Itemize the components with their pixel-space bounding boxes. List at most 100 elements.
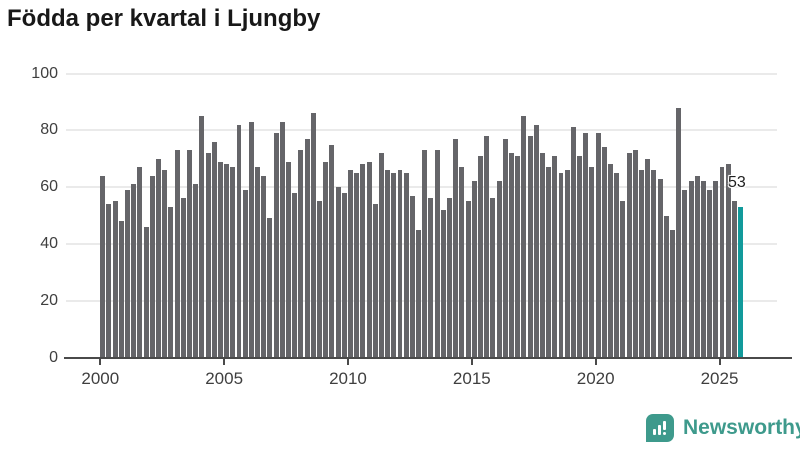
bar [298, 150, 304, 358]
x-axis-label: 2005 [205, 369, 244, 388]
bar [478, 155, 483, 358]
gridline [66, 299, 777, 302]
bar [211, 141, 217, 358]
bar [230, 167, 236, 358]
gridline [66, 186, 777, 189]
bar [669, 229, 675, 358]
bar [657, 178, 663, 358]
y-axis-label: 80 [40, 121, 58, 139]
y-axis-label: 20 [40, 291, 58, 309]
bar [143, 226, 149, 358]
bar [620, 201, 626, 358]
bar [564, 170, 570, 358]
bar [595, 133, 601, 358]
bar [391, 172, 397, 358]
bar [193, 184, 199, 358]
y-axis-label: 0 [49, 348, 58, 366]
newsworthy-logo-text: Newsworthy [683, 416, 800, 439]
bar [286, 161, 291, 358]
gridline [66, 242, 777, 245]
x-axis-tick [99, 358, 102, 365]
bar [317, 201, 322, 358]
bar [546, 167, 552, 358]
bar [279, 121, 285, 358]
bar [725, 164, 731, 358]
bar [242, 189, 248, 358]
bar [484, 135, 490, 358]
bar [422, 150, 428, 358]
x-axis-label: 2015 [452, 369, 491, 388]
y-axis-label: 100 [31, 64, 58, 82]
y-axis-label: 40 [40, 234, 58, 252]
bar [162, 170, 168, 358]
x-axis-tick [223, 358, 226, 365]
bar [459, 167, 465, 358]
x-axis-line [64, 356, 792, 359]
gridline [66, 72, 777, 75]
bar [310, 113, 316, 358]
bar [360, 164, 366, 358]
bar [366, 161, 372, 358]
bar [329, 144, 335, 358]
bar [186, 150, 192, 358]
bar [168, 206, 174, 358]
bar [521, 116, 527, 358]
bar [224, 164, 230, 358]
bar [639, 170, 644, 358]
bar [341, 192, 347, 358]
highlighted-bar [738, 206, 744, 358]
bar [682, 189, 688, 358]
bar [347, 170, 353, 358]
bar [614, 172, 620, 358]
bar [199, 116, 205, 358]
bar [570, 127, 576, 358]
bar [236, 124, 242, 358]
bar [589, 167, 595, 358]
bar [539, 153, 545, 358]
bar [273, 133, 279, 358]
bar [261, 175, 267, 358]
bar [434, 150, 440, 358]
bar [552, 155, 558, 358]
x-axis-tick [346, 358, 349, 365]
bar [292, 192, 298, 358]
bar [694, 175, 700, 358]
gridline [66, 129, 777, 132]
bar [217, 161, 223, 358]
x-axis-label: 2010 [329, 369, 367, 388]
newsworthy-badge-icon [646, 414, 674, 442]
chart-title: Födda per kvartal i Ljungby [7, 5, 321, 32]
x-axis-label: 2000 [81, 369, 120, 388]
bar [626, 153, 632, 358]
bar [608, 164, 613, 358]
bar [385, 170, 391, 358]
bar [378, 153, 384, 358]
bar [304, 138, 310, 358]
bar [106, 204, 112, 358]
bar [601, 147, 607, 358]
bar [335, 187, 341, 358]
bar [465, 201, 471, 358]
bar [502, 138, 508, 358]
bar [632, 150, 638, 358]
bar [713, 181, 719, 358]
bar [471, 181, 477, 358]
bar [354, 172, 360, 358]
bar [577, 155, 583, 358]
bar [490, 198, 496, 358]
bar [583, 133, 589, 358]
bar [453, 138, 459, 358]
bar [372, 204, 378, 358]
bar [533, 124, 539, 358]
bar [205, 153, 211, 358]
bar [255, 167, 261, 358]
highlight-value-label: 53 [728, 174, 746, 191]
bar [527, 135, 533, 358]
bar [416, 229, 422, 358]
bar [125, 189, 130, 358]
bar [174, 150, 180, 358]
x-axis-tick [594, 358, 597, 365]
bar [137, 167, 143, 358]
x-axis-label: 2025 [700, 369, 739, 388]
bar [676, 107, 682, 358]
